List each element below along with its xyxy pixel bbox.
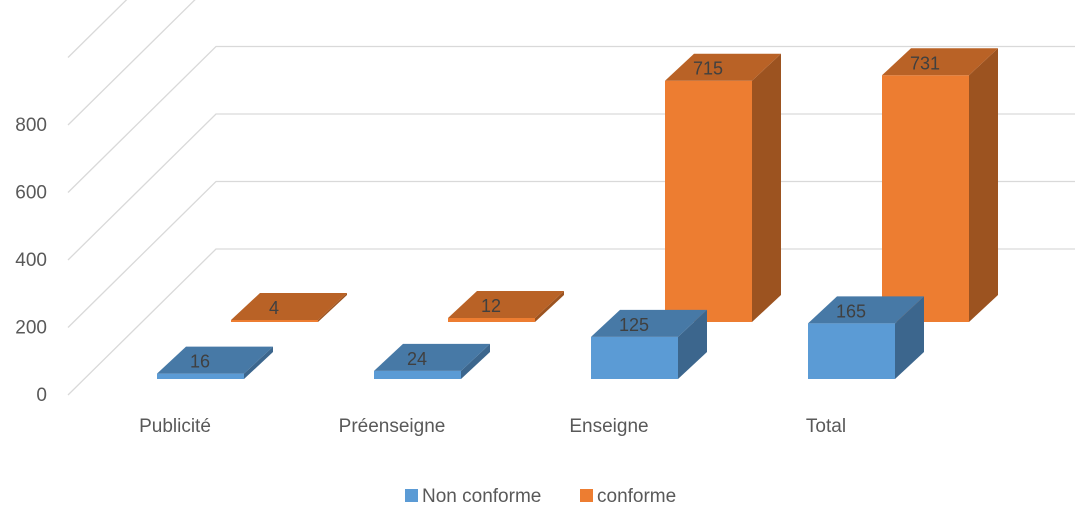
data-label: 24 [407,349,427,369]
bar-side [895,296,924,379]
bar-side [535,290,564,322]
bar-top [882,48,998,76]
bar [882,48,998,322]
bar-front [591,336,678,379]
category-label: Publicité [139,416,211,437]
bar-side [244,346,273,379]
bar-top [665,53,781,81]
data-label: 12 [481,296,501,316]
bar-side [969,48,998,322]
data-label: 125 [619,315,649,335]
legend-swatch [405,489,418,502]
data-label: 165 [836,301,866,321]
category-label: Enseigne [569,416,648,437]
bar [665,53,781,322]
bar-front [231,320,318,322]
category-label: Préenseigne [339,416,446,437]
legend-item: Non conforme [405,486,541,507]
category-labels: Publicité Préenseigne Enseigne Total [139,416,846,437]
data-label: 4 [269,298,279,318]
y-tick-label: 0 [36,385,47,406]
legend-label: Non conforme [422,486,541,507]
bar [157,346,273,379]
data-label: 715 [693,59,723,79]
bar [374,343,490,379]
gridline [67,180,1075,328]
gridline [67,248,1075,396]
bar-top [374,343,490,371]
bar [591,309,707,379]
y-tick-label: 800 [15,115,47,136]
bar-top [157,346,273,374]
bars [157,48,998,379]
gridline [67,113,1075,261]
bar-front [374,370,461,379]
bar-top [808,296,924,324]
bar-side [678,309,707,379]
y-tick-label: 600 [15,183,47,204]
bar-front [808,323,895,379]
bar-front [157,373,244,379]
bar [448,290,564,322]
bar-side [318,293,347,322]
legend: Non conforme conforme [405,486,676,507]
y-tick-label: 400 [15,250,47,271]
bar-side [752,53,781,322]
y-axis-ticks: 0 200 400 600 800 [15,115,47,406]
bar [808,296,924,379]
legend-item: conforme [580,486,676,507]
category-label: Total [806,416,846,437]
bar-top [591,309,707,337]
data-label: 16 [190,352,210,372]
bar-side [461,343,490,379]
bar-front [448,317,535,322]
bar-front [665,80,752,322]
bar-top [448,290,564,318]
y-tick-label: 200 [15,318,47,339]
bar [231,293,347,322]
gridlines [67,0,1075,396]
bar-top [231,293,347,320]
gridline [67,0,196,126]
bar-front [882,75,969,322]
legend-label: conforme [597,486,676,507]
data-label: 731 [910,53,940,73]
legend-swatch [580,489,593,502]
gridline [67,0,128,58]
data-labels: 4 12 715 731 16 24 125 165 [190,53,940,371]
gridline [67,45,1075,193]
